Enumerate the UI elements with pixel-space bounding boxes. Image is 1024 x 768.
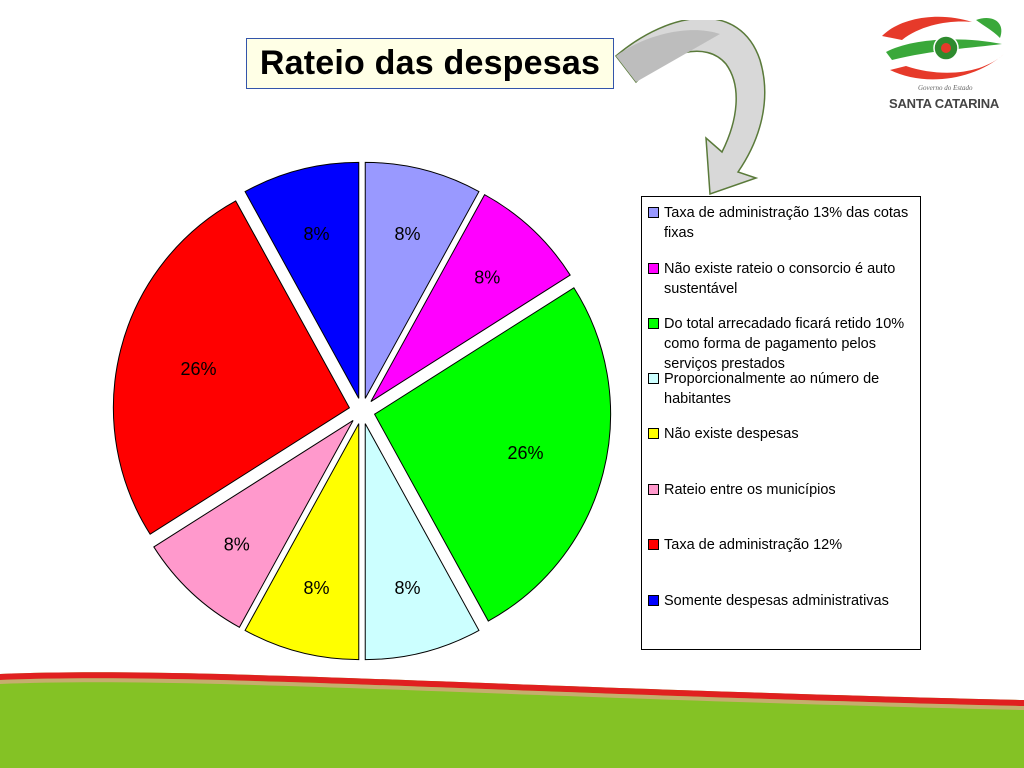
slice-data-label: 26% xyxy=(181,359,217,379)
page-title: Rateio das despesas xyxy=(259,44,601,82)
pie-slice xyxy=(370,194,571,402)
logo-name: SANTA CATARINA xyxy=(889,96,1000,111)
legend-label: Não existe despesas xyxy=(664,426,799,442)
pie-slice xyxy=(373,287,612,622)
slice-data-label: 8% xyxy=(394,224,420,244)
footer-band xyxy=(0,672,1024,768)
legend-item: Proporcionalmente ao número de habitante… xyxy=(648,369,920,409)
legend-item: Não existe despesas xyxy=(648,424,920,444)
legend-swatch xyxy=(648,428,659,439)
slice-data-label: 8% xyxy=(474,268,500,288)
slice-data-label: 26% xyxy=(507,443,543,463)
slice-data-label: 8% xyxy=(394,578,420,598)
legend-swatch xyxy=(648,263,659,274)
legend-label: Proporcionalmente ao número de habitante… xyxy=(664,371,880,407)
legend-label: Não existe rateio o consorcio é auto sus… xyxy=(664,261,896,297)
curved-arrow-icon xyxy=(614,20,766,196)
slice-data-label: 8% xyxy=(304,578,330,598)
legend-label: Do total arrecadado ficará retido 10% co… xyxy=(664,316,905,372)
legend-swatch xyxy=(648,539,659,550)
legend-label: Taxa de administração 12% xyxy=(664,537,843,553)
legend-label: Rateio entre os municípios xyxy=(664,482,836,498)
legend-swatch xyxy=(648,318,659,329)
slice-data-label: 8% xyxy=(304,224,330,244)
pie-slice xyxy=(364,161,480,399)
pie-slice xyxy=(364,423,480,661)
legend-item: Taxa de administração 13% das cotas fixa… xyxy=(648,203,920,243)
chart-legend: Taxa de administração 13% das cotas fixa… xyxy=(641,196,921,650)
legend-item: Do total arrecadado ficará retido 10% co… xyxy=(648,314,920,374)
legend-label: Somente despesas administrativas xyxy=(664,593,889,609)
logo-subtitle: Governo do Estado xyxy=(918,84,973,92)
pie-chart: 8% 8% 26% 8% 8% 8% 26% 8% xyxy=(112,161,612,661)
legend-item: Taxa de administração 12% xyxy=(648,535,920,555)
legend-item: Rateio entre os municípios xyxy=(648,480,920,500)
legend-swatch xyxy=(648,484,659,495)
santa-catarina-logo-icon xyxy=(882,16,1004,80)
legend-item: Não existe rateio o consorcio é auto sus… xyxy=(648,259,920,299)
legend-label: Taxa de administração 13% das cotas fixa… xyxy=(664,205,909,241)
legend-swatch xyxy=(648,373,659,384)
legend-swatch xyxy=(648,207,659,218)
legend-item: Somente despesas administrativas xyxy=(648,591,920,611)
pie-slice xyxy=(153,420,354,628)
slice-data-label: 8% xyxy=(224,534,250,554)
pie-slice xyxy=(244,423,360,661)
pie-slice xyxy=(244,161,360,399)
legend-swatch xyxy=(648,595,659,606)
pie-slice xyxy=(112,200,351,535)
title-box: Rateio das despesas xyxy=(246,38,614,89)
